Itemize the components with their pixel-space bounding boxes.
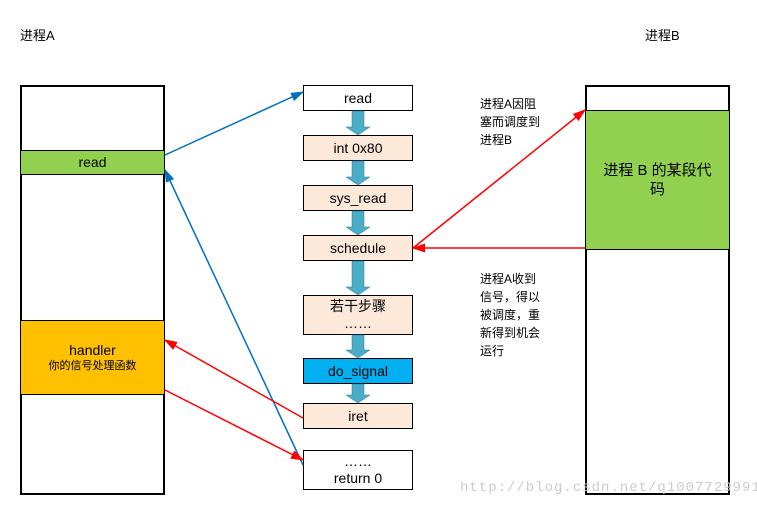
flow-schedule-text: schedule [330, 240, 386, 257]
flow-steps-l2: …… [344, 315, 372, 332]
flow-sys-text: sys_read [330, 190, 387, 207]
annotation-2: 进程A收到信号，得以被调度，重新得到机会运行 [480, 270, 540, 360]
flow-schedule: schedule [303, 235, 413, 261]
flow-read: read [303, 85, 413, 111]
column-a-read: read [20, 150, 165, 175]
flow-int-text: int 0x80 [333, 140, 382, 157]
flow-sys-read: sys_read [303, 185, 413, 211]
flow-dosignal-text: do_signal [328, 363, 388, 380]
column-a-read-text: read [78, 153, 106, 171]
process-b-label: 进程B [645, 25, 680, 44]
column-a [20, 85, 165, 495]
watermark: http://blog.csdn.net/q1007729991 [460, 480, 757, 496]
flow-read-text: read [344, 90, 372, 107]
flow-steps-l1: 若干步骤 [330, 298, 386, 315]
flow-return-l2: return 0 [334, 470, 382, 487]
flow-do-signal: do_signal [303, 358, 413, 384]
flow-iret: iret [303, 403, 413, 429]
flow-return: …… return 0 [303, 450, 413, 490]
process-a-label: 进程A [20, 25, 55, 44]
column-a-handler: handler 你的信号处理函数 [20, 320, 165, 395]
column-b-code: 进程 B 的某段代码 [585, 110, 730, 250]
flow-int0x80: int 0x80 [303, 135, 413, 161]
handler-line2: 你的信号处理函数 [49, 359, 137, 373]
handler-line1: handler [69, 341, 116, 359]
flow-iret-text: iret [348, 408, 367, 425]
flow-return-l1: …… [344, 453, 372, 470]
annotation-1: 进程A因阻塞而调度到进程B [480, 95, 540, 149]
flow-steps: 若干步骤 …… [303, 295, 413, 335]
column-b-code-text: 进程 B 的某段代码 [586, 161, 729, 200]
